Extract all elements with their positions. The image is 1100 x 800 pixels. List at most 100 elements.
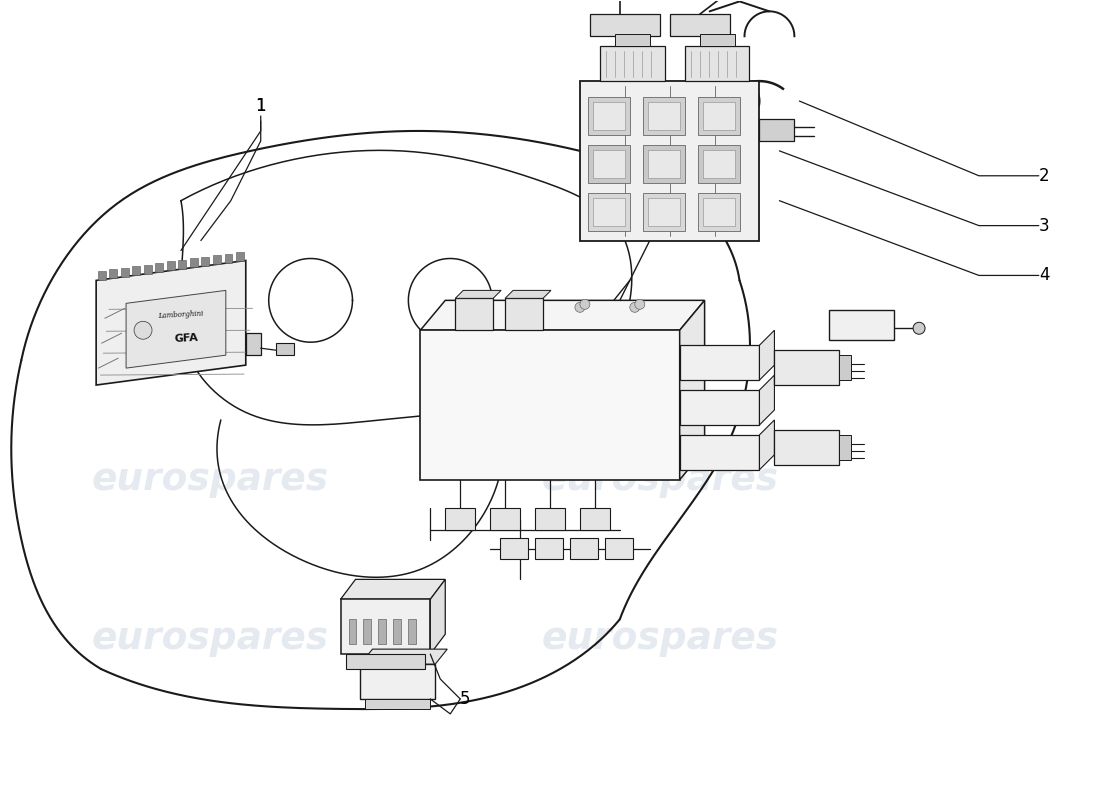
Bar <box>703 102 735 130</box>
Bar <box>455 298 493 330</box>
Polygon shape <box>759 420 774 470</box>
Text: eurospares: eurospares <box>91 621 329 657</box>
Bar <box>580 508 609 530</box>
Circle shape <box>580 299 590 310</box>
Bar <box>680 435 759 470</box>
Bar <box>648 150 680 178</box>
Bar <box>839 435 851 460</box>
Bar <box>697 145 739 182</box>
Bar <box>684 46 749 81</box>
Bar <box>345 654 426 669</box>
Bar <box>587 145 630 182</box>
Circle shape <box>525 299 535 310</box>
Bar <box>505 298 543 330</box>
Bar <box>491 508 520 530</box>
Bar <box>580 81 759 241</box>
Circle shape <box>134 322 152 339</box>
Bar <box>341 599 430 654</box>
Text: Lamborghini: Lamborghini <box>158 310 204 321</box>
Bar <box>642 145 684 182</box>
Bar <box>98 270 106 280</box>
Bar <box>144 265 152 274</box>
Text: 5: 5 <box>460 690 471 708</box>
Polygon shape <box>455 290 502 298</box>
Bar <box>587 97 630 135</box>
Text: 4: 4 <box>1038 266 1049 285</box>
Text: 1: 1 <box>255 97 266 115</box>
Text: 2: 2 <box>1038 166 1049 185</box>
Polygon shape <box>420 300 705 330</box>
Bar <box>245 334 261 355</box>
Bar <box>680 345 759 380</box>
Bar <box>236 252 244 262</box>
Bar <box>420 330 680 480</box>
Bar <box>697 193 739 230</box>
Circle shape <box>465 302 475 312</box>
Bar <box>276 343 294 355</box>
Bar <box>648 198 680 226</box>
Bar <box>593 102 625 130</box>
Bar <box>642 97 684 135</box>
Bar <box>201 257 209 266</box>
Bar <box>363 619 372 644</box>
Bar <box>132 266 141 275</box>
Text: 1: 1 <box>255 97 266 115</box>
Bar <box>408 619 416 644</box>
Bar <box>839 355 851 380</box>
Polygon shape <box>759 375 774 425</box>
Bar <box>697 97 739 135</box>
Bar <box>703 150 735 178</box>
Bar <box>500 538 528 559</box>
Bar <box>535 508 565 530</box>
Bar <box>774 430 839 465</box>
Bar <box>394 619 402 644</box>
Bar <box>670 14 729 36</box>
Bar <box>365 699 430 709</box>
Circle shape <box>575 302 585 312</box>
Bar <box>378 619 386 644</box>
Text: 3: 3 <box>1038 217 1049 234</box>
Bar <box>446 508 475 530</box>
Polygon shape <box>96 261 245 385</box>
Polygon shape <box>341 579 446 599</box>
Bar <box>680 390 759 425</box>
Bar <box>759 119 794 141</box>
Bar <box>121 268 129 277</box>
Bar <box>700 34 735 46</box>
Bar <box>361 664 436 699</box>
Polygon shape <box>430 579 446 654</box>
Bar <box>109 269 118 278</box>
Circle shape <box>520 302 530 312</box>
Bar <box>774 350 839 385</box>
Bar <box>349 619 356 644</box>
Bar <box>570 538 598 559</box>
Bar <box>535 538 563 559</box>
Bar <box>213 255 221 264</box>
Bar <box>587 193 630 230</box>
Circle shape <box>913 322 925 334</box>
Bar <box>600 46 664 81</box>
Circle shape <box>635 299 645 310</box>
Polygon shape <box>759 330 774 380</box>
Bar <box>648 102 680 130</box>
Text: eurospares: eurospares <box>91 462 329 498</box>
Bar <box>829 310 894 340</box>
Bar <box>605 538 632 559</box>
Polygon shape <box>680 300 705 480</box>
Bar <box>155 263 164 272</box>
Bar <box>590 14 660 36</box>
Polygon shape <box>361 649 448 664</box>
Polygon shape <box>126 290 226 368</box>
Bar <box>642 193 684 230</box>
Circle shape <box>470 299 481 310</box>
Bar <box>224 254 232 262</box>
Bar <box>178 260 187 269</box>
Polygon shape <box>505 290 551 298</box>
Circle shape <box>630 302 640 312</box>
Bar <box>703 198 735 226</box>
Bar <box>593 198 625 226</box>
Bar <box>615 34 650 46</box>
Text: GFA: GFA <box>174 333 198 344</box>
Text: eurospares: eurospares <box>541 462 779 498</box>
Bar <box>593 150 625 178</box>
